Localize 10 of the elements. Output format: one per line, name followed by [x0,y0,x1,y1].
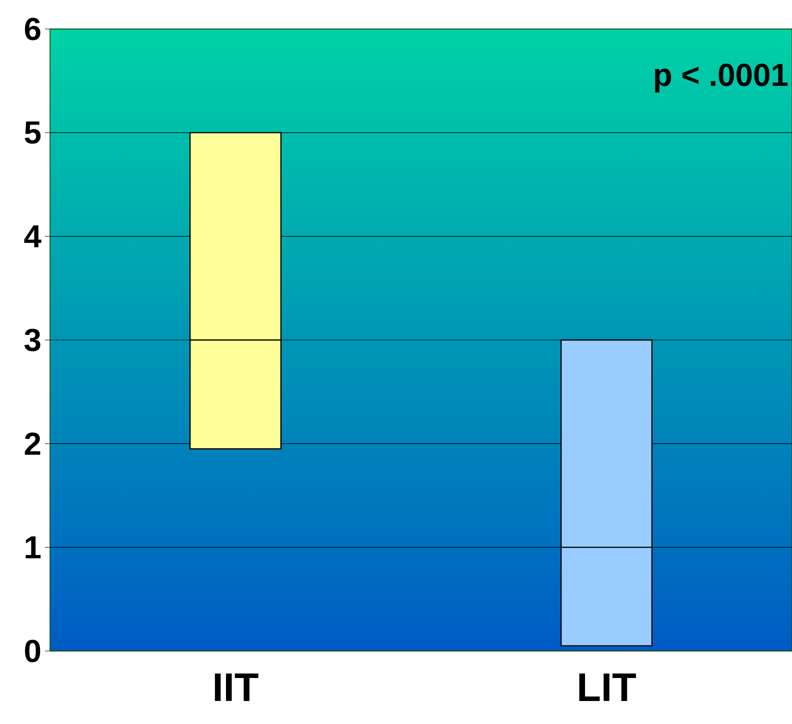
y-tick-label: 4 [24,225,42,248]
y-tick-label: 0 [25,640,40,662]
annotation: p < .0001 [654,64,788,92]
x-tick-label: IIT [214,674,258,701]
y-tick-label: 2 [24,432,40,455]
y-tick-label: 1 [26,536,41,558]
y-tick-label: 5 [24,122,41,144]
x-tick-label: LIT [579,674,636,701]
y-tick-label: 3 [24,328,40,352]
y-tick-label: 6 [24,18,40,40]
